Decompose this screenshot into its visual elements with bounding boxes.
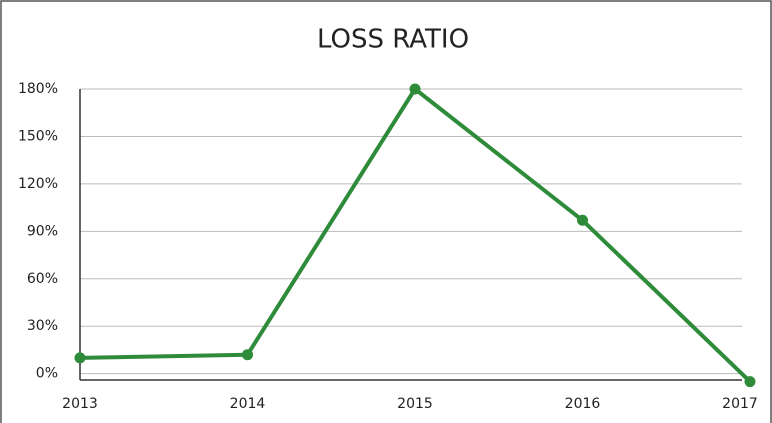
point: [577, 214, 588, 226]
point: [242, 349, 253, 361]
x-tick-label: 2017: [722, 396, 758, 412]
chart-title: LOSS RATIO: [317, 25, 469, 55]
x-tick-label: 2016: [565, 396, 601, 412]
y-tick-label: 180%: [18, 81, 58, 97]
y-tick-label: 30%: [27, 318, 58, 334]
x-tick-label: 2013: [62, 396, 98, 412]
point: [74, 352, 86, 364]
y-tick-label: 0%: [36, 366, 58, 382]
y-tick-label: 150%: [18, 128, 58, 144]
y-tick-label: 90%: [27, 223, 58, 239]
point: [409, 83, 421, 95]
y-tick-label: 120%: [18, 176, 58, 192]
point: [744, 376, 756, 388]
series-line: [79, 87, 752, 384]
x-tick-label: 2014: [230, 396, 266, 412]
y-tick-label: 60%: [27, 271, 58, 287]
x-tick-label: 2015: [397, 396, 433, 412]
